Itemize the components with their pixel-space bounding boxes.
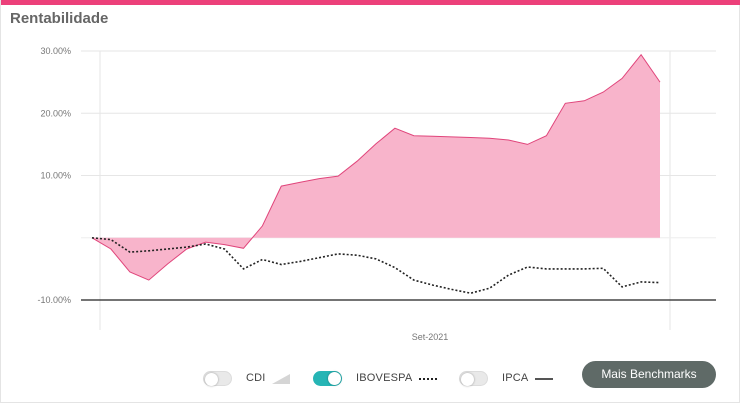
legend-item-ipca[interactable]: IPCA [459,368,554,388]
toggle-knob [328,371,341,385]
ipca-label: IPCA [502,372,529,384]
ibovespa-label: IBOVESPA [356,372,413,384]
legend-item-cdi[interactable]: CDI [203,368,290,388]
y-tick-label: -10.00% [37,295,71,305]
ibovespa-toggle[interactable] [313,370,342,386]
ibovespa-line [91,237,661,295]
toggle-knob [205,372,218,386]
portfolio-area-fill [92,54,660,281]
area-wedge-icon [271,374,290,384]
chart-label-layer: 30.00% 20.00% 10.00% -10.00% Set-2021 [37,46,448,342]
card-title: Rentabilidade [10,10,109,27]
cdi-label: CDI [246,372,266,384]
y-tick-label: 20.00% [40,108,71,118]
y-tick-label: 30.00% [40,46,71,56]
legend-item-ibovespa[interactable]: IBOVESPA [313,368,438,388]
cdi-toggle[interactable] [203,370,232,386]
y-tick-label: 10.00% [40,171,71,181]
more-benchmarks-button[interactable]: Mais Benchmarks [582,361,716,388]
dotted-line-icon [419,378,438,380]
portfolio-line [91,53,661,281]
solid-line-icon [535,378,554,380]
x-tick-label: Set-2021 [412,332,449,342]
ipca-toggle[interactable] [459,370,488,386]
chart-benchmark-layer [91,237,661,295]
card-accent-bar [1,0,740,5]
toggle-knob [461,372,474,386]
chart-area-layer [91,53,661,281]
